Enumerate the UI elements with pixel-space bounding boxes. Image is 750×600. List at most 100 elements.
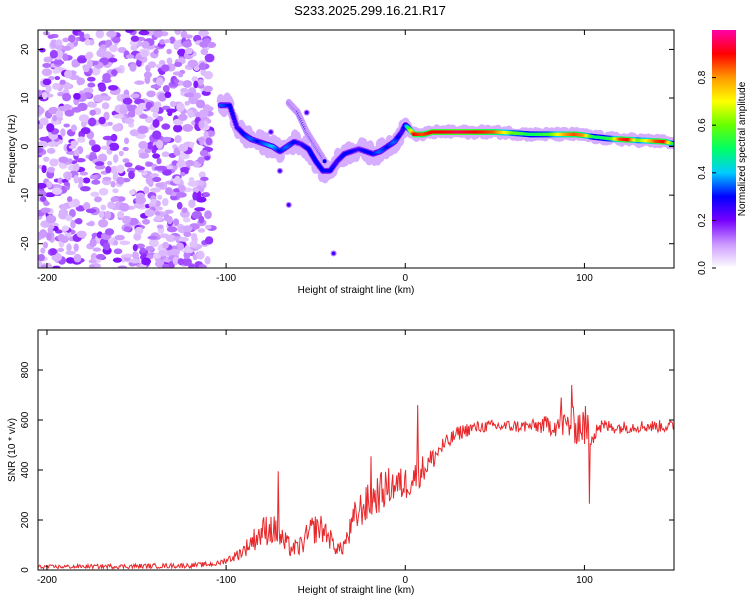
colorbar-tick-label: 0.6 (697, 118, 708, 132)
spectrogram-cell (96, 49, 106, 58)
spectrogram-cell (199, 109, 209, 118)
spectrogram-cell (178, 143, 189, 152)
spectrogram-cell (143, 186, 150, 194)
spectrogram-cell (79, 171, 88, 176)
spectrogram-cell (117, 265, 128, 268)
spectrogram-cell (198, 120, 205, 129)
spectrogram-cell (109, 44, 118, 53)
spectrogram-cell (174, 30, 182, 36)
spectrogram-cell (154, 210, 161, 216)
spectrogram-cell (138, 140, 148, 150)
spectrogram-cell (49, 49, 58, 59)
spectrogram-cell (175, 242, 185, 251)
spectrogram-cell (107, 160, 113, 166)
spectrogram-cell (104, 210, 112, 220)
spectrogram-cell (90, 191, 100, 197)
spectrogram-cell (198, 215, 205, 224)
spectrogram-cell (671, 142, 674, 146)
spectrogram-cell (38, 140, 48, 148)
spectrogram-cell (91, 179, 101, 185)
spectrogram-cell (122, 146, 129, 152)
spectrogram-cell (192, 186, 200, 194)
spectrogram-cell (184, 34, 193, 39)
spectrogram-cell (197, 228, 206, 233)
spectrogram-cell (178, 113, 188, 122)
spectrogram-cell (68, 208, 76, 218)
spectrogram-cell (200, 48, 209, 56)
spectrogram-frame (37, 29, 675, 269)
spectrogram-heatmap (38, 30, 674, 268)
spectrogram-cell (182, 80, 193, 88)
spectrogram-cell (94, 161, 105, 166)
spectrogram-cell (123, 226, 132, 233)
spectrogram-cell (75, 158, 86, 163)
spectrogram-cell (38, 106, 45, 115)
spectrogram-cell (112, 124, 122, 132)
spectrogram-cell (197, 78, 204, 86)
spectrogram-cell (40, 207, 51, 213)
spectrogram-cell (119, 106, 128, 115)
spectrogram-cell (78, 114, 90, 123)
snr-y-tick-label: 0 (20, 567, 31, 573)
spectrogram-cell (161, 123, 171, 130)
spectrogram-cell (65, 257, 75, 264)
spectrogram-cell (134, 80, 145, 85)
spectrogram-cell (197, 156, 205, 164)
spectrogram-y-tick-label: -10 (20, 187, 31, 202)
spectrogram-cell (132, 244, 138, 252)
spectrogram-cell (77, 57, 87, 64)
spectrogram-cell (113, 248, 123, 255)
spectrogram-cell (135, 243, 145, 249)
snr-x-tick-label: 100 (576, 575, 593, 586)
spectrogram-cell (144, 75, 151, 85)
spectrogram-cell (161, 263, 170, 268)
spectrogram-cell (203, 85, 213, 93)
spectrogram-cell (46, 123, 55, 133)
spectrogram-cell (38, 182, 47, 189)
spectrogram-cell (150, 198, 157, 206)
spectrogram-cell (73, 92, 81, 100)
spectrogram-cell (160, 64, 170, 72)
spectrogram-cell (47, 166, 55, 173)
spectrogram-cell (42, 241, 49, 249)
spectrogram-cell (84, 38, 91, 46)
spectrogram-cell (152, 176, 162, 183)
spectrogram-cell (178, 236, 189, 242)
spectrogram-cell (124, 117, 135, 125)
spectrogram-cell (130, 35, 140, 42)
spectrogram-cell (204, 155, 211, 161)
spectrogram-cell (73, 174, 79, 184)
spectrogram-cell (139, 113, 148, 119)
spectrogram-cell (193, 92, 202, 99)
spectrogram-cell (200, 176, 209, 182)
spectrogram-cell (66, 243, 72, 252)
spectrogram-cell (57, 177, 64, 184)
spectrogram-cell (174, 61, 183, 68)
colorbar-tick-label: 0.4 (697, 165, 708, 179)
spectrogram-cell (153, 30, 163, 38)
spectrogram-cell (166, 215, 173, 225)
spectrogram-cell (183, 251, 191, 260)
spectrogram-cell (138, 152, 150, 159)
spectrogram-cell (139, 247, 146, 253)
spectrogram-cell (195, 99, 206, 109)
spectrogram-cell (61, 225, 70, 232)
colorbar-tick-label: 0.2 (697, 213, 708, 227)
spectrogram-cell (138, 30, 150, 36)
spectrogram-cell (229, 109, 234, 113)
spectrogram-cell (179, 152, 190, 160)
spectrogram-cell (322, 159, 327, 164)
spectrogram-x-ticks: -200 -100 0 100 (37, 30, 593, 284)
colorbar-ticks: 0.0 0.2 0.4 0.6 0.8 (697, 70, 716, 275)
spectrogram-cell (163, 39, 171, 44)
spectrogram-cell (98, 116, 106, 125)
snr-x-tick-label: -200 (37, 575, 57, 586)
spectrogram-cell (65, 172, 72, 181)
spectrogram-cell (89, 264, 95, 268)
spectrogram-cell (88, 117, 97, 127)
spectrogram-cell (130, 44, 138, 51)
spectrogram-cell (110, 180, 116, 188)
spectrogram-cell (153, 101, 162, 108)
spectrogram-cell (77, 31, 85, 36)
spectrogram-cell (63, 104, 71, 110)
